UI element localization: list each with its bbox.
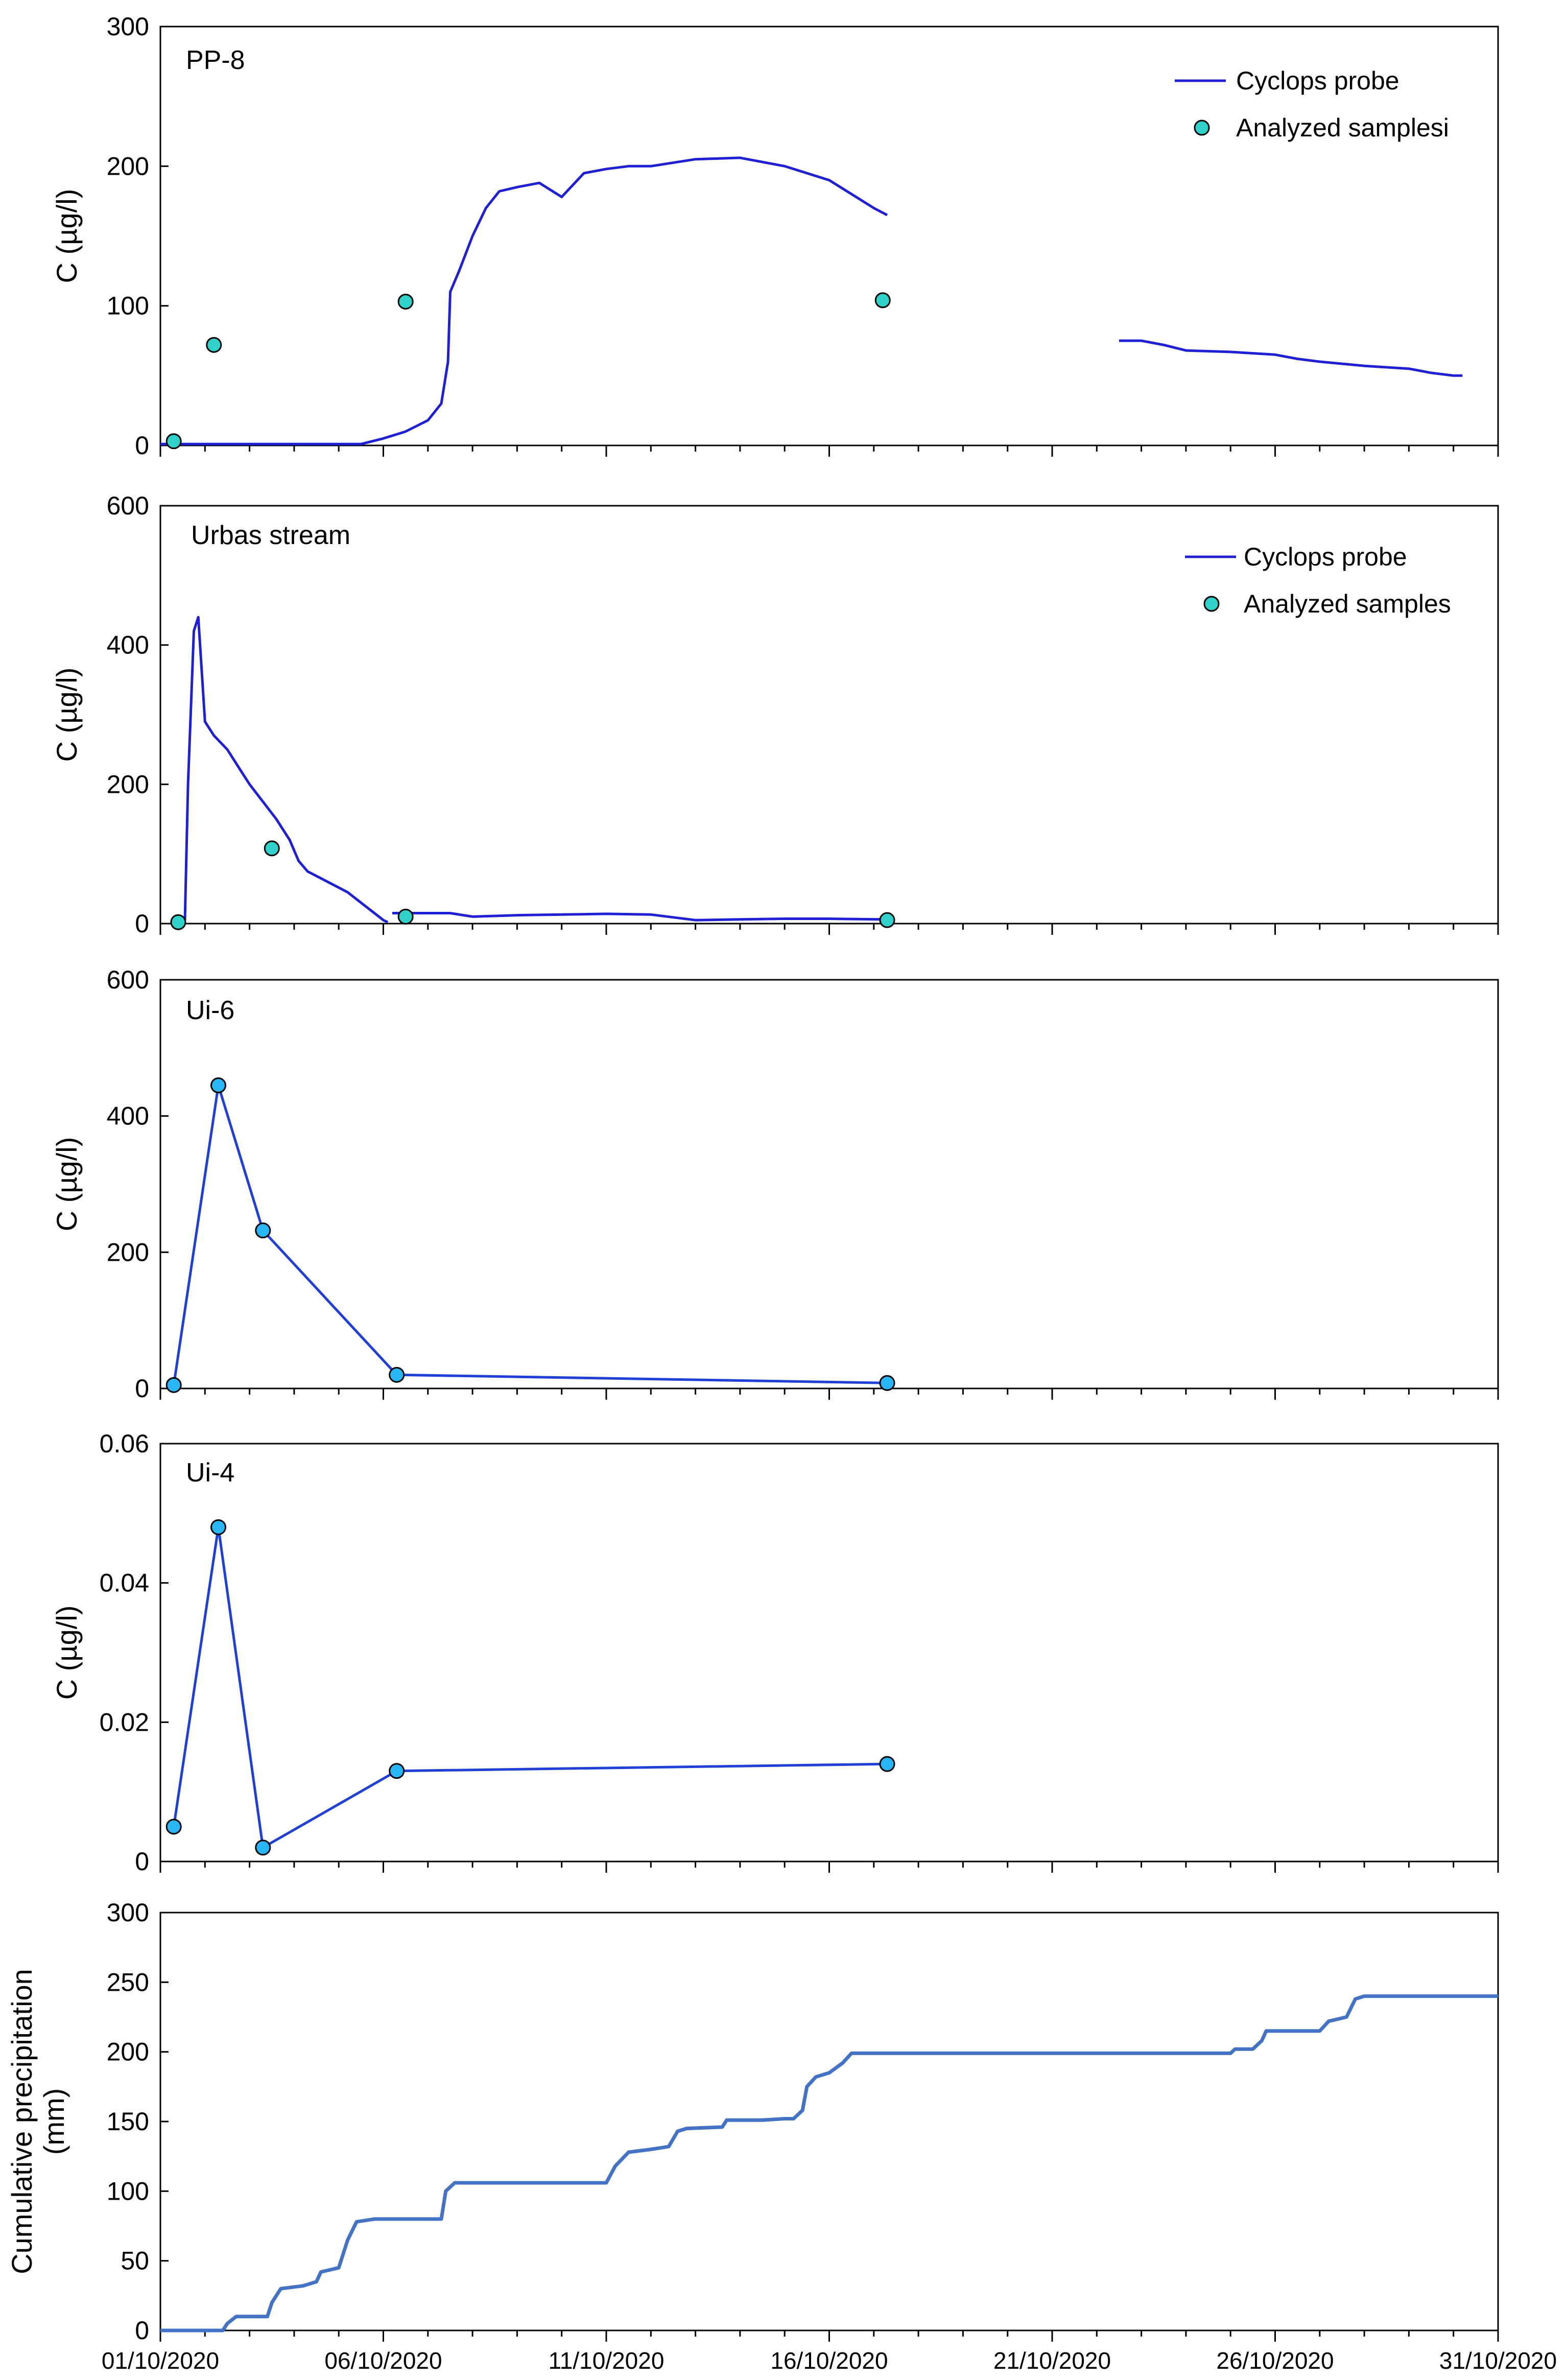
x-tick-label: 21/10/2020 — [993, 2347, 1111, 2374]
data-point — [264, 840, 280, 857]
plot-frame — [159, 1443, 1499, 1863]
y-tick-label: 0.04 — [100, 1569, 149, 1597]
panel-ui-4: 0 0.02 0.04 0.06 C (µg/l) Ui-4 — [51, 1429, 1499, 1876]
series-line — [160, 1994, 1498, 2332]
legend-line-label: Cyclops probe — [1244, 543, 1407, 571]
series-line — [176, 616, 389, 924]
y-axis-label: Cumulative precipitation — [6, 1969, 38, 2274]
legend: Cyclops probe Analyzed samples — [1185, 543, 1451, 618]
series-line — [172, 1084, 888, 1385]
panel-title: PP-8 — [186, 45, 245, 75]
x-tick-label: 31/10/2020 — [1439, 2347, 1557, 2374]
y-tick-label: 200 — [107, 1238, 149, 1266]
y-tick-label: 200 — [107, 2038, 149, 2066]
data-point — [397, 908, 414, 925]
y-tick-label: 0 — [135, 1374, 149, 1403]
panel-title: Ui-4 — [186, 1458, 234, 1488]
legend-marker-swatch — [1194, 120, 1210, 136]
data-point — [389, 1366, 405, 1383]
y-tick-label: 100 — [107, 292, 149, 320]
x-tick-label: 06/10/2020 — [324, 2347, 442, 2374]
data-point — [255, 1222, 271, 1239]
series-line — [392, 912, 883, 922]
y-tick-label: 0.06 — [100, 1429, 149, 1458]
y-tick-label: 100 — [107, 2177, 149, 2205]
data-point — [874, 292, 891, 309]
data-point — [165, 1819, 182, 1835]
y-axis-label: C (µg/l) — [51, 1137, 83, 1232]
data-point — [210, 1519, 226, 1536]
data-point — [879, 1375, 895, 1391]
panel-urbas-stream: 0 200 400 600 C (µg/l) Urbas stream Cyclops… — [51, 491, 1499, 938]
y-tick-label: 300 — [107, 12, 149, 41]
y-tick-label: 600 — [107, 491, 149, 520]
y-tick-label: 0.02 — [100, 1708, 149, 1736]
plot-frame — [159, 979, 1499, 1389]
y-tick-label: 0 — [135, 1847, 149, 1876]
data-point — [397, 293, 414, 310]
y-tick-label: 0 — [135, 431, 149, 460]
data-point — [879, 912, 895, 928]
legend-line-label: Cyclops probe — [1236, 66, 1399, 95]
legend: Cyclops probe Analyzed samplesi — [1175, 66, 1449, 142]
data-point — [165, 1377, 182, 1393]
y-tick-label: 0 — [135, 2316, 149, 2345]
y-tick-label: 50 — [121, 2247, 149, 2275]
panel-pp8: 0 100 200 300 C (µg/l) PP-8 Cyclops probe A… — [51, 12, 1499, 460]
y-tick-label: 200 — [107, 152, 149, 180]
panel-cumulative-precipitation: 0 50 100 150 200 250 300 Cumulative precipitat… — [6, 1898, 1557, 2374]
x-tick-label: 11/10/2020 — [549, 2347, 665, 2374]
y-axis-label: C (µg/l) — [51, 1606, 83, 1700]
y-axis-label-unit: (mm) — [38, 2088, 70, 2155]
panel-title: Ui-6 — [186, 996, 234, 1025]
y-tick-label: 0 — [135, 909, 149, 938]
panel-ui-6: 0 200 400 600 C (µg/l) Ui-6 — [51, 965, 1499, 1403]
y-tick-label: 200 — [107, 770, 149, 798]
y-tick-label: 400 — [107, 1102, 149, 1130]
y-tick-label: 300 — [107, 1898, 149, 1927]
data-point — [389, 1763, 405, 1779]
x-tick-label: 01/10/2020 — [102, 2347, 219, 2374]
y-axis-label: C (µg/l) — [51, 668, 83, 762]
panel-title: Urbas stream — [191, 521, 350, 550]
data-point — [170, 914, 186, 930]
plot-frame — [159, 1912, 1499, 2331]
y-tick-label: 250 — [107, 1968, 149, 1996]
y-tick-label: 150 — [107, 2107, 149, 2136]
legend-marker-swatch — [1203, 596, 1220, 612]
series-line — [172, 1526, 888, 1849]
data-point — [210, 1077, 226, 1094]
data-point — [206, 337, 222, 353]
legend-marker-label: Analyzed samplesi — [1236, 113, 1449, 142]
series-line — [1119, 339, 1463, 377]
x-tick-label: 26/10/2020 — [1216, 2347, 1334, 2374]
legend-marker-label: Analyzed samples — [1244, 590, 1451, 618]
x-tick-label: 16/10/2020 — [770, 2347, 888, 2374]
y-tick-label: 600 — [107, 965, 149, 994]
series-line — [160, 156, 888, 445]
data-point — [255, 1840, 271, 1856]
y-axis-label: C (µg/l) — [51, 189, 83, 284]
data-point — [879, 1756, 895, 1772]
data-point — [165, 433, 182, 450]
y-tick-label: 400 — [107, 631, 149, 659]
